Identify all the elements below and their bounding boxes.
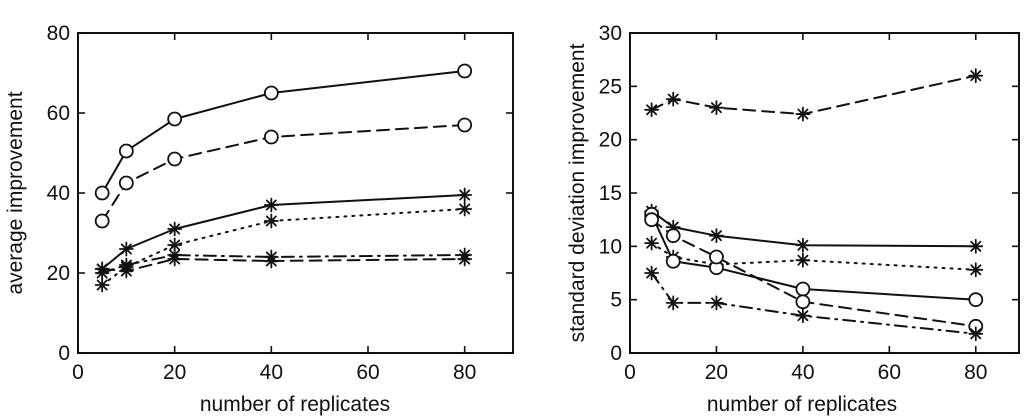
x-tick-label: 60 — [356, 361, 379, 384]
series-3 — [644, 235, 984, 278]
series-1 — [94, 63, 473, 201]
data-point-star — [644, 102, 660, 118]
series-line — [650, 242, 977, 271]
data-point-star — [457, 201, 473, 217]
series-2 — [644, 203, 984, 254]
data-point-circle — [644, 212, 660, 228]
data-point-circle — [795, 294, 811, 310]
data-point-circle — [167, 151, 183, 167]
x-tick-label: 0 — [624, 361, 636, 384]
series-line — [650, 213, 977, 301]
series-line — [650, 218, 977, 328]
y-tick-label: 0 — [58, 342, 70, 365]
y-tick-label: 60 — [47, 102, 70, 125]
data-point-star — [665, 91, 681, 107]
data-point-star — [665, 295, 681, 311]
data-point-star — [94, 277, 110, 293]
series-line — [101, 254, 466, 274]
y-tick-label: 40 — [47, 182, 70, 205]
data-point-star — [795, 106, 811, 122]
series-6 — [94, 251, 473, 279]
data-point-star — [457, 251, 473, 267]
series-line — [101, 70, 466, 194]
data-point-star — [167, 221, 183, 237]
x-tick-label: 60 — [878, 361, 901, 384]
data-point-star — [118, 241, 134, 257]
plot-frame — [77, 32, 514, 354]
data-point-star — [709, 228, 724, 244]
data-point-circle — [457, 63, 473, 79]
data-point-star — [968, 68, 984, 84]
y-tick-label: 20 — [599, 129, 622, 152]
y-tick-label: 5 — [610, 289, 622, 312]
series-line — [650, 210, 977, 248]
data-point-star — [118, 263, 134, 279]
x-tick-label: 40 — [791, 361, 814, 384]
data-point-star — [709, 295, 724, 311]
data-point-circle — [665, 253, 681, 269]
x-tick-label: 20 — [705, 361, 728, 384]
data-point-circle — [167, 111, 183, 127]
y-axis-label: average improvement — [4, 91, 27, 294]
series-1 — [644, 68, 984, 122]
x-tick-label: 80 — [453, 361, 476, 384]
data-point-star — [968, 262, 984, 278]
data-point-circle — [94, 213, 110, 229]
data-point-star — [795, 308, 811, 324]
series-3 — [94, 187, 473, 277]
data-point-circle — [118, 143, 134, 159]
x-axis-label: number of replicates — [707, 393, 897, 416]
data-point-star — [709, 100, 724, 116]
data-point-star — [644, 265, 660, 281]
series-line — [101, 124, 466, 222]
x-tick-label: 80 — [964, 361, 987, 384]
series-line — [101, 258, 466, 272]
data-point-circle — [709, 249, 724, 265]
x-tick-label: 0 — [72, 361, 84, 384]
data-point-star — [644, 235, 660, 251]
series-4 — [644, 206, 984, 308]
series-2 — [94, 117, 473, 229]
data-point-star — [94, 261, 110, 277]
data-point-circle — [263, 85, 279, 101]
data-point-star — [795, 237, 811, 253]
series-5 — [644, 212, 984, 334]
x-tick-label: 20 — [163, 361, 186, 384]
data-point-star — [167, 237, 183, 253]
y-tick-label: 80 — [47, 22, 70, 45]
y-tick-label: 25 — [599, 75, 622, 98]
y-tick-label: 20 — [47, 262, 70, 285]
data-point-circle — [795, 281, 811, 297]
x-tick-label: 40 — [260, 361, 283, 384]
standard-deviation-improvement-chart: 0 20 40 60 80 0 5 10 15 20 25 30 number of replicat… — [566, 22, 1020, 416]
y-tick-label: 0 — [610, 342, 622, 365]
data-point-circle — [263, 129, 279, 145]
series-line — [101, 208, 466, 286]
data-point-star — [968, 326, 984, 342]
data-point-star — [167, 251, 183, 267]
series-5 — [94, 247, 473, 281]
data-point-star — [263, 197, 279, 213]
data-point-star — [263, 213, 279, 229]
y-tick-label: 15 — [599, 182, 622, 205]
data-point-circle — [665, 228, 681, 244]
x-axis-label: number of replicates — [200, 393, 390, 416]
series-4 — [94, 201, 473, 293]
data-point-circle — [94, 185, 110, 201]
y-tick-label: 10 — [599, 235, 622, 258]
data-point-circle — [457, 117, 473, 133]
data-point-star — [968, 238, 984, 254]
data-point-circle — [118, 175, 134, 191]
series-6 — [644, 265, 984, 342]
series-line — [650, 74, 977, 116]
data-point-star — [795, 252, 811, 268]
data-point-star — [457, 187, 473, 203]
y-tick-label: 30 — [599, 22, 622, 45]
data-point-star — [263, 253, 279, 269]
y-axis-label: standard deviation improvement — [566, 43, 589, 342]
data-point-circle — [968, 292, 984, 308]
